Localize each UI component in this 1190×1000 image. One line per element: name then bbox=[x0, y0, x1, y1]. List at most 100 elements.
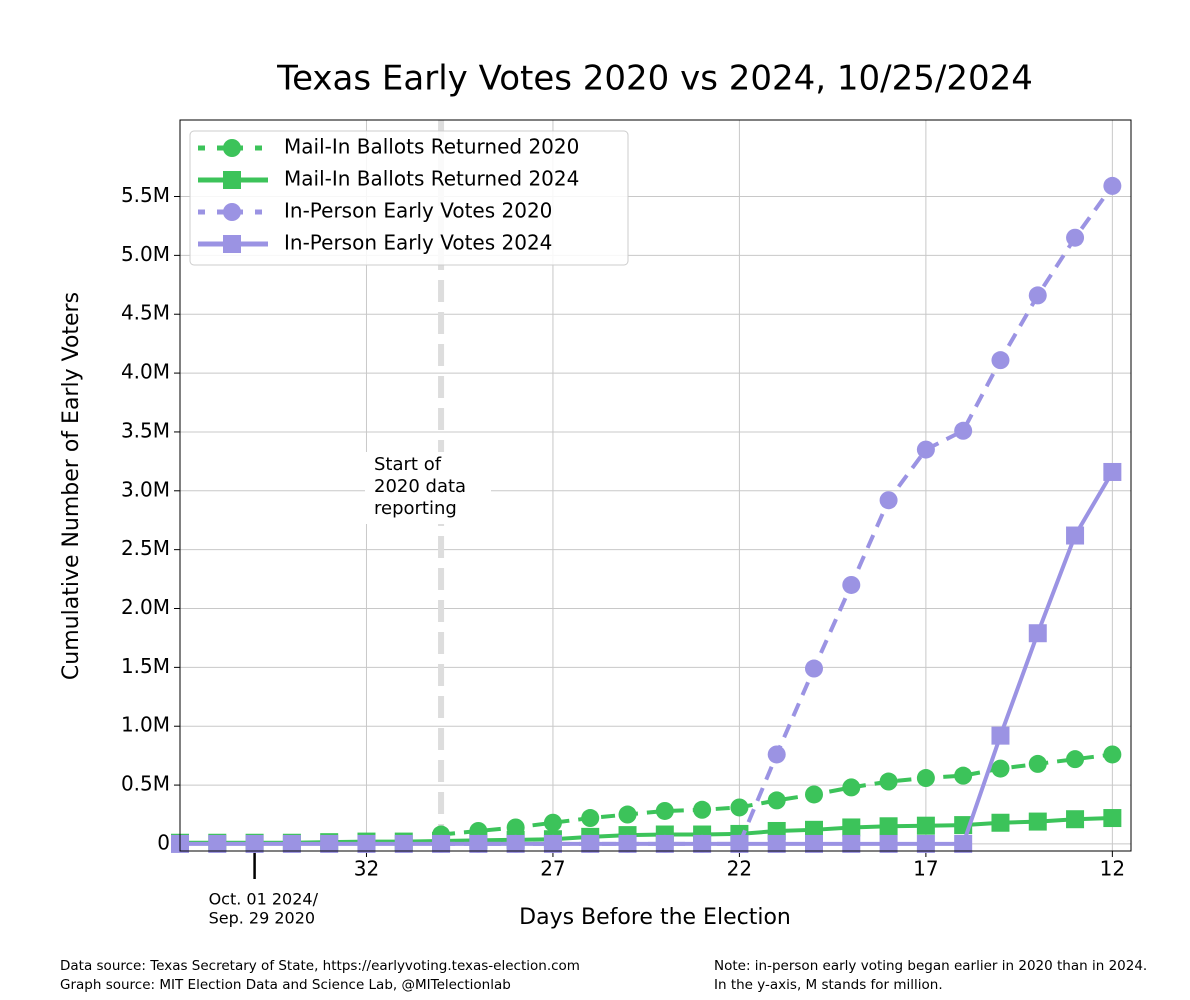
y-tick-label: 0.5M bbox=[121, 772, 170, 796]
y-tick-label: 4.5M bbox=[121, 301, 170, 325]
marker bbox=[1028, 624, 1047, 643]
marker bbox=[954, 421, 973, 440]
y-tick-label: 2.0M bbox=[121, 595, 170, 619]
x-tick-label: 12 bbox=[1100, 857, 1125, 881]
marker bbox=[767, 791, 786, 810]
plot-frame bbox=[179, 119, 1132, 852]
annotation-box bbox=[365, 452, 491, 524]
marker bbox=[991, 726, 1010, 745]
legend-marker bbox=[223, 235, 241, 253]
legend-marker bbox=[223, 139, 241, 157]
footnote: Data source: Texas Secretary of State, h… bbox=[60, 958, 580, 974]
marker bbox=[469, 834, 488, 853]
marker bbox=[655, 834, 674, 853]
marker bbox=[693, 834, 712, 853]
footnote: In the y-axis, M stands for million. bbox=[714, 977, 943, 993]
marker bbox=[432, 834, 451, 853]
legend-marker bbox=[223, 171, 241, 189]
marker bbox=[1103, 176, 1122, 195]
marker bbox=[1103, 745, 1122, 764]
marker bbox=[1103, 809, 1122, 828]
annotation-text: reporting bbox=[374, 498, 457, 519]
annotation-text: 2020 data bbox=[374, 476, 466, 497]
marker bbox=[916, 769, 935, 788]
marker bbox=[991, 813, 1010, 832]
marker bbox=[805, 820, 823, 839]
marker bbox=[1028, 286, 1047, 305]
marker bbox=[879, 772, 898, 791]
marker bbox=[506, 834, 525, 853]
y-tick-label: 3.0M bbox=[121, 477, 170, 501]
marker bbox=[805, 659, 823, 678]
legend-label: Mail-In Ballots Returned 2020 bbox=[284, 135, 579, 159]
marker bbox=[357, 834, 376, 853]
marker bbox=[1028, 754, 1047, 773]
marker bbox=[767, 745, 786, 764]
marker bbox=[805, 785, 823, 804]
marker bbox=[730, 834, 749, 853]
marker bbox=[245, 834, 264, 853]
y-tick-label: 4.0M bbox=[121, 360, 170, 384]
marker bbox=[879, 491, 898, 510]
marker bbox=[1028, 812, 1047, 831]
marker bbox=[916, 816, 935, 835]
annotation-text: Start of bbox=[374, 454, 442, 475]
y-axis-label: Cumulative Number of Early Voters bbox=[59, 292, 84, 680]
marker bbox=[208, 834, 227, 853]
marker bbox=[730, 798, 749, 817]
series-line bbox=[441, 184, 1114, 846]
marker bbox=[320, 834, 339, 853]
marker bbox=[1103, 462, 1122, 481]
legend-label: Mail-In Ballots Returned 2024 bbox=[284, 167, 579, 191]
marker bbox=[842, 834, 861, 853]
x-tick-label: 32 bbox=[354, 857, 379, 881]
y-tick-label: 1.5M bbox=[121, 654, 170, 678]
marker bbox=[655, 801, 674, 820]
marker bbox=[618, 834, 637, 853]
marker bbox=[842, 778, 861, 797]
marker bbox=[581, 834, 600, 853]
marker bbox=[879, 817, 898, 836]
marker bbox=[916, 440, 935, 459]
footnote: Note: in-person early voting began earli… bbox=[714, 958, 1147, 974]
y-tick-label: 0 bbox=[157, 830, 170, 854]
marker bbox=[1066, 526, 1085, 545]
x-tick-label: 22 bbox=[727, 857, 752, 881]
marker bbox=[1066, 750, 1085, 769]
marker bbox=[991, 351, 1010, 370]
legend-marker bbox=[223, 203, 241, 221]
marker bbox=[394, 834, 413, 853]
marker bbox=[805, 834, 823, 853]
x-tick-label: 27 bbox=[540, 857, 565, 881]
marker bbox=[916, 834, 935, 853]
marker bbox=[842, 575, 861, 594]
x-axis-label: Days Before the Election bbox=[519, 905, 791, 930]
marker bbox=[954, 834, 973, 853]
x-tick-label: 17 bbox=[913, 857, 938, 881]
date-marker-label: Oct. 01 2024/ bbox=[209, 890, 319, 909]
marker bbox=[1066, 228, 1085, 247]
y-tick-label: 5.5M bbox=[121, 183, 170, 207]
y-tick-label: 5.0M bbox=[121, 242, 170, 266]
legend-label: In-Person Early Votes 2024 bbox=[284, 231, 552, 255]
date-marker-label: Sep. 29 2020 bbox=[209, 909, 316, 928]
marker bbox=[1066, 810, 1085, 829]
y-tick-label: 2.5M bbox=[121, 536, 170, 560]
marker bbox=[581, 809, 600, 828]
marker bbox=[543, 813, 562, 832]
marker bbox=[991, 759, 1010, 778]
legend-label: In-Person Early Votes 2020 bbox=[284, 199, 552, 223]
marker bbox=[842, 818, 861, 837]
y-tick-label: 1.0M bbox=[121, 713, 170, 737]
y-tick-label: 3.5M bbox=[121, 418, 170, 442]
marker bbox=[954, 766, 973, 785]
marker bbox=[618, 805, 637, 824]
marker bbox=[543, 834, 562, 853]
chart-title: Texas Early Votes 2020 vs 2024, 10/25/20… bbox=[276, 59, 1033, 99]
marker bbox=[879, 834, 898, 853]
footnote: Graph source: MIT Election Data and Scie… bbox=[60, 977, 511, 993]
series-line bbox=[180, 470, 1115, 846]
marker bbox=[767, 834, 786, 853]
